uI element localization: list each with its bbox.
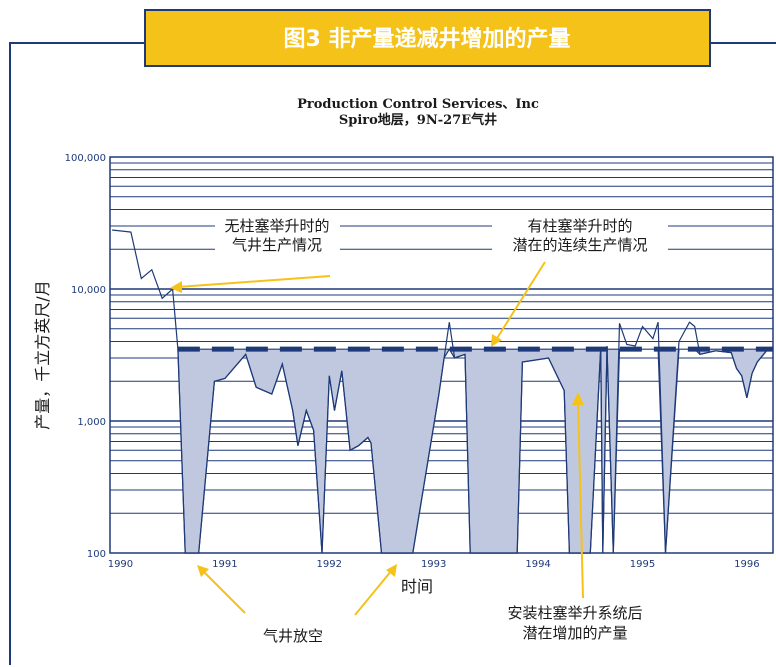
x-tick-label: 1993 (421, 559, 446, 570)
annotation-bg-without (215, 212, 340, 256)
annotation-with-plunger-line1: 有柱塞举升时的 (527, 217, 632, 235)
y-tick-label: 1,000 (77, 417, 106, 428)
x-tick-label: 1996 (734, 559, 759, 570)
x-tick-label: 1992 (317, 559, 342, 570)
x-tick-label: 1991 (212, 559, 237, 570)
arrow-to-vent-1990 (197, 565, 246, 614)
x-tick-labels: 1990 1991 1992 1993 1994 1995 1996 (108, 559, 760, 570)
y-tick-labels: 100 1,000 10,000 100,000 (65, 153, 106, 560)
y-tick-label: 100,000 (65, 153, 106, 164)
annotation-venting: 气井放空 (263, 627, 323, 645)
x-tick-label: 1995 (630, 559, 655, 570)
annotation-gain-line2: 潜在增加的产量 (522, 624, 627, 642)
annotation-without-plunger-line2: 气井生产情况 (232, 236, 322, 254)
actual-production-line (112, 229, 769, 554)
figure-title: 图3 非产量递减井增加的产量 (284, 26, 571, 52)
annotation-gain-line1: 安装柱塞举升系统后 (507, 604, 642, 622)
chart-subtitle-line2: Spiro地层，9N-27E气井 (339, 112, 497, 128)
x-axis-label: 时间 (401, 577, 433, 596)
arrow-to-potential-line (491, 261, 546, 347)
y-tick-label: 10,000 (71, 285, 106, 296)
x-tick-label: 1990 (108, 559, 133, 570)
x-tick-label: 1994 (525, 559, 550, 570)
outer-frame (9, 42, 776, 665)
arrow-to-decline-curve (170, 275, 331, 293)
title-banner (144, 9, 711, 67)
arrow-to-gain-area (572, 392, 584, 599)
arrow-to-vent-1992 (354, 564, 397, 616)
y-axis-label: 产量，千立方英尺/月 (33, 280, 52, 429)
chart-subtitle-line1: Production Control Services、Inc (297, 97, 539, 112)
annotation-without-plunger-line1: 无柱塞举升时的 (224, 217, 329, 235)
y-tick-label: 100 (87, 549, 106, 560)
annotation-bg-with (492, 212, 668, 256)
annotation-with-plunger-line2: 潜在的连续生产情况 (512, 236, 647, 254)
